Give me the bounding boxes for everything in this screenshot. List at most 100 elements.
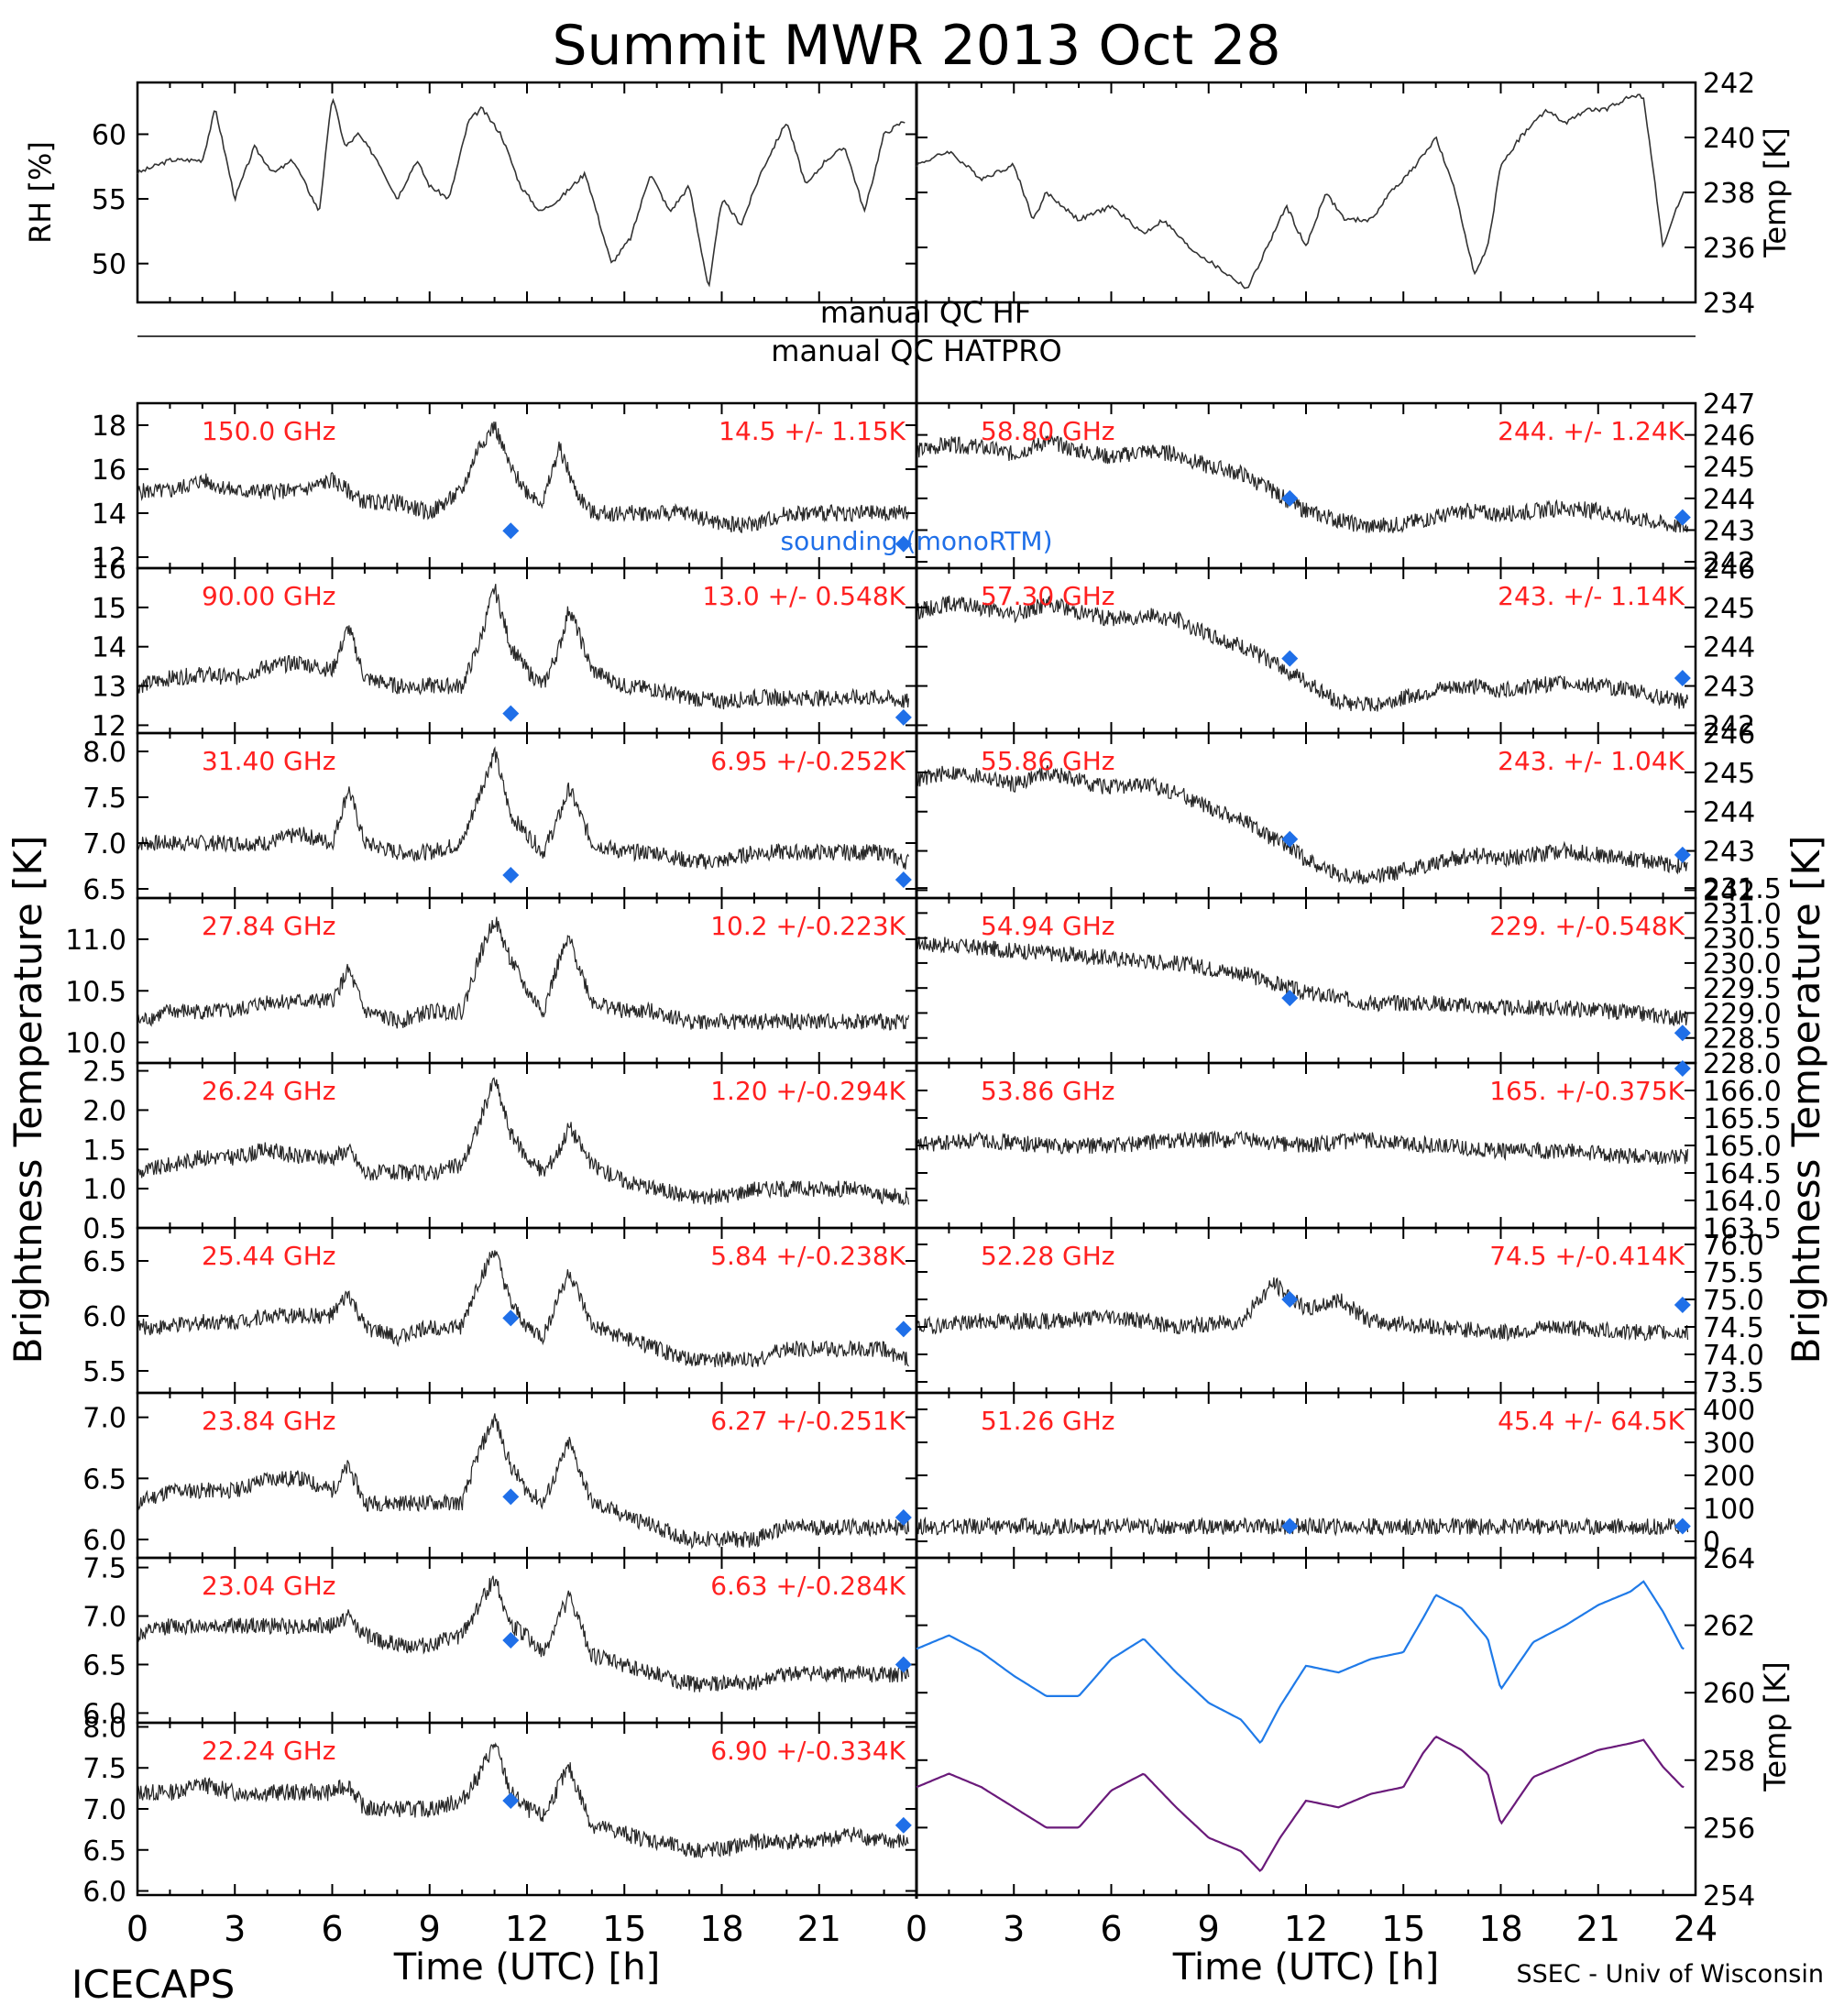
- panel-14-series: [916, 936, 1689, 1027]
- y-tick-label: 10.5: [65, 976, 126, 1008]
- channel-stat: 74.5 +/-0.414K: [1489, 1241, 1685, 1271]
- channel-stat: 1.20 +/-0.294K: [710, 1076, 906, 1106]
- y-tick-label: 231.5: [1703, 873, 1782, 905]
- sounding-point: [502, 1309, 520, 1327]
- y-tick-label: 230.5: [1703, 924, 1782, 956]
- x-axis-label-right: Time (UTC) [h]: [1172, 1946, 1439, 1989]
- channel-stat: 229. +/-0.548K: [1489, 911, 1685, 941]
- y-tick-label: 16: [92, 553, 126, 586]
- y-tick-label: 0: [1703, 1527, 1720, 1559]
- panel-18-frame: [915, 1556, 1697, 1897]
- channel-label: 22.24 GHz: [202, 1736, 336, 1766]
- y-tick-label: 2.0: [82, 1095, 126, 1127]
- panel-9: 6.0 6.5 7.0 7.5 23.04 GHz 6.63 +/-0.284K: [82, 1553, 918, 1730]
- y-tick-label: 245: [1703, 452, 1755, 484]
- y-tick-label: 7.5: [82, 783, 126, 815]
- y-tick-label: 6.0: [82, 1877, 126, 1909]
- sounding-point: [502, 1632, 520, 1649]
- y-tick-label: 246: [1703, 421, 1755, 453]
- x-tick-label: 3: [224, 1909, 246, 1949]
- panel-6-series: [137, 1077, 910, 1206]
- channel-label: 23.04 GHz: [202, 1571, 336, 1601]
- y-tick-label: 74.5: [1703, 1312, 1764, 1344]
- channel-label: 58.80 GHz: [981, 416, 1115, 446]
- y-tick-label: 244: [1703, 797, 1755, 829]
- sounding-point: [895, 708, 912, 726]
- y-tick-label: 6.5: [82, 1246, 126, 1278]
- y-tick-label: 100: [1703, 1494, 1755, 1526]
- y-tick-label: 6.5: [82, 1835, 126, 1868]
- y-tick-label: 244: [1703, 484, 1755, 516]
- x-tick-label: 6: [1100, 1909, 1122, 1949]
- sounding-point: [1674, 1297, 1691, 1313]
- panel-16: 73.574.074.575.075.576.0 52.28 GHz 74.5 +/…: [915, 1226, 1764, 1399]
- panel-12: 242 243 244 245 246 57.30 GHz 243. +/- 1.14K: [915, 553, 1755, 742]
- panel-8-series: [137, 1413, 910, 1550]
- y-tick-label: 230.0: [1703, 948, 1782, 981]
- y-tick-label: 18: [92, 411, 126, 443]
- y-tick-label: 75.0: [1703, 1285, 1764, 1317]
- y-tick-label: 60: [92, 119, 126, 151]
- y-tick-label: 228.0: [1703, 1048, 1782, 1080]
- y-tick-label: 240: [1703, 123, 1755, 155]
- channel-stat: 6.95 +/-0.252K: [710, 746, 906, 776]
- figure-title: Summit MWR 2013 Oct 28: [552, 14, 1280, 78]
- y-tick-label: 73.5: [1703, 1367, 1764, 1399]
- channel-stat: 5.84 +/-0.238K: [710, 1241, 906, 1271]
- x-tick-label: 12: [505, 1909, 549, 1949]
- y-tick-label: 165.0: [1703, 1131, 1782, 1163]
- y-tick-label: 238: [1703, 178, 1755, 210]
- y-tick-label: 165.5: [1703, 1103, 1782, 1135]
- channel-label: 52.28 GHz: [981, 1241, 1115, 1271]
- y-tick-label: 15: [92, 593, 126, 625]
- sounding-point: [502, 1488, 520, 1506]
- panel-1-series-0: [916, 93, 1685, 290]
- y-tick-label: 242: [1703, 68, 1755, 100]
- channel-label: 54.94 GHz: [981, 911, 1115, 941]
- y-tick-label: 400: [1703, 1395, 1755, 1427]
- panel-0-frame: [136, 81, 918, 304]
- panel-18: 254 256 258 260 262 264 Temp [K]: [915, 1543, 1793, 1912]
- y-tick-label: 200: [1703, 1461, 1755, 1493]
- y-tick-label: 7.5: [82, 1553, 126, 1585]
- panel-0: 50 55 60 RH [%]: [23, 81, 918, 304]
- panel-3-series: [137, 584, 910, 710]
- channel-stat: 243. +/- 1.14K: [1498, 581, 1685, 611]
- qc-hf-label: manual QC HF: [820, 295, 1031, 330]
- panel-9-series: [137, 1575, 910, 1693]
- y-tick-label: 7.0: [82, 1794, 126, 1826]
- panel-5-series: [137, 916, 910, 1031]
- sounding-point: [1674, 1517, 1691, 1535]
- y-tick-label: 12: [92, 542, 126, 575]
- y-tick-label: 234: [1703, 288, 1755, 320]
- sounding-point: [502, 522, 520, 540]
- y-tick-label: 264: [1703, 1543, 1755, 1575]
- sounding-point: [1281, 1517, 1299, 1535]
- y-tick-label: 258: [1703, 1746, 1755, 1778]
- footer-icecaps: ICECAPS: [71, 1962, 235, 2007]
- panel-18-series-1: [916, 1735, 1685, 1872]
- y-tick-label: 245: [1703, 593, 1755, 625]
- channel-label: 31.40 GHz: [202, 746, 336, 776]
- panel-13-series: [916, 764, 1688, 885]
- x-tick-label: 18: [699, 1909, 743, 1949]
- channel-label: 150.0 GHz: [202, 416, 336, 446]
- channel-stat: 6.27 +/-0.251K: [710, 1406, 906, 1436]
- panel-2: 12 14 16 18 150.0 GHz 14.5 +/- 1.15K: [92, 401, 918, 575]
- panel-18-series-0: [916, 1580, 1685, 1745]
- panel-16-series: [916, 1276, 1689, 1342]
- y-tick-label: 12: [92, 710, 126, 742]
- x-tick-label: 0: [126, 1909, 148, 1949]
- sounding-point: [502, 705, 520, 722]
- channel-label: 57.30 GHz: [981, 581, 1115, 611]
- y-tick-label: 243: [1703, 837, 1755, 869]
- channel-label: 23.84 GHz: [202, 1406, 336, 1436]
- panel-11-series: [916, 434, 1689, 533]
- y-tick-label: 16: [92, 455, 126, 487]
- y-tick-label: 0.5: [82, 1213, 126, 1245]
- panel-6: 0.5 1.0 1.5 2.0 2.5 26.24 GHz 1.20 +/-0.294K: [82, 1057, 918, 1245]
- y-tick-label: 262: [1703, 1611, 1755, 1643]
- y-tick-label: 245: [1703, 758, 1755, 790]
